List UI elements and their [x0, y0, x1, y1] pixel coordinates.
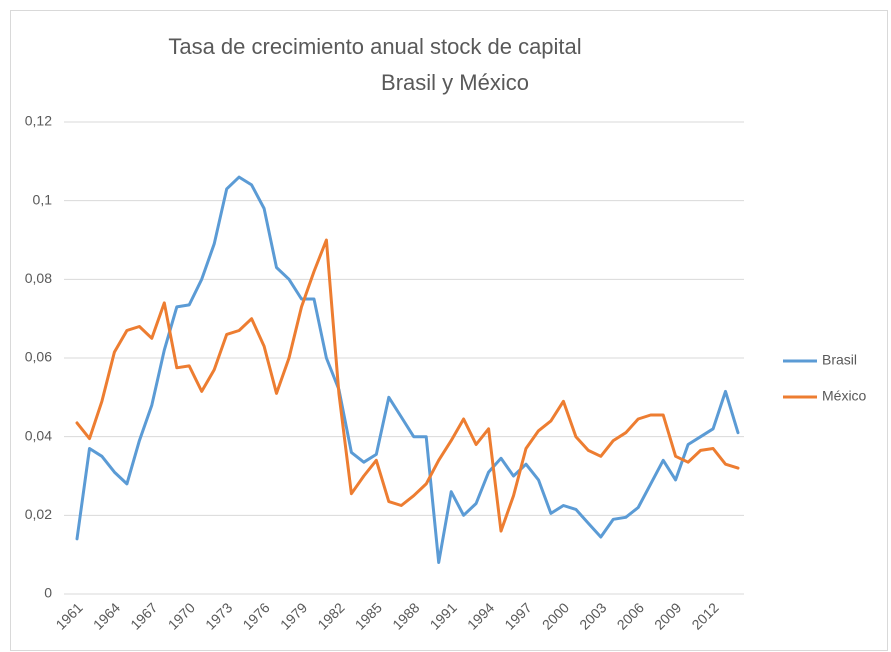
legend-label: Brasil [822, 352, 857, 368]
y-tick-label: 0,04 [25, 427, 52, 443]
legend-label: México [822, 388, 867, 404]
y-tick-label: 0,08 [25, 270, 52, 286]
chart-title: Tasa de crecimiento anual stock de capit… [168, 34, 581, 59]
chart-title: Brasil y México [381, 70, 529, 95]
y-tick-label: 0 [44, 585, 52, 601]
data-line [75, 238, 740, 533]
y-tick-label: 0,02 [25, 506, 52, 522]
chart-frame [10, 10, 888, 651]
y-tick-label: 0,12 [25, 113, 52, 129]
data-line [75, 175, 740, 564]
y-tick-label: 0,1 [33, 191, 53, 207]
y-tick-label: 0,06 [25, 349, 52, 365]
